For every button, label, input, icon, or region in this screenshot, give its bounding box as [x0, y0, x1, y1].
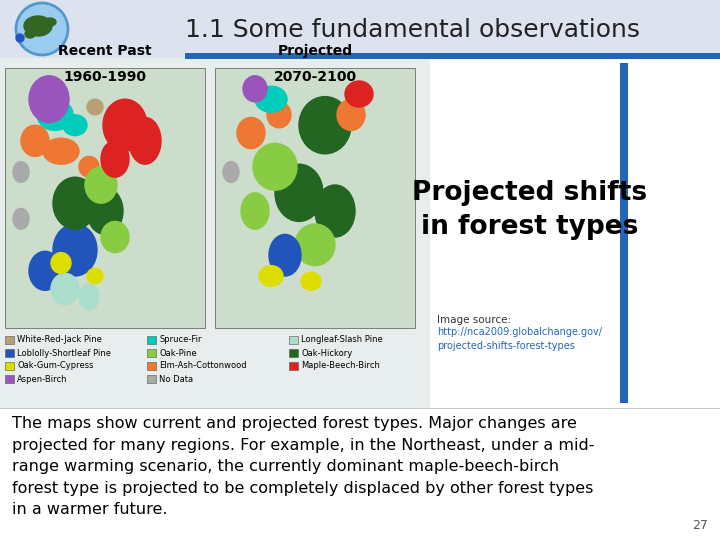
Text: No Data: No Data [159, 375, 193, 383]
Ellipse shape [103, 99, 147, 151]
Ellipse shape [13, 208, 29, 229]
Ellipse shape [43, 138, 79, 164]
Bar [0, 58, 630, 408]
Text: Image source:: Image source: [437, 315, 511, 325]
Circle shape [16, 34, 24, 42]
Bar [147, 336, 156, 344]
Ellipse shape [243, 76, 267, 102]
Ellipse shape [53, 224, 97, 276]
Text: 1.1 Some fundamental observations: 1.1 Some fundamental observations [185, 18, 640, 42]
Circle shape [16, 3, 68, 55]
Ellipse shape [301, 272, 321, 291]
Text: Oak-Pine: Oak-Pine [159, 348, 197, 357]
Bar [0, 408, 720, 409]
Bar [5, 336, 14, 344]
Text: http://nca2009.globalchange.gov/
projected-shifts-forest-types: http://nca2009.globalchange.gov/ project… [437, 327, 602, 351]
Bar [185, 53, 720, 59]
Bar [147, 362, 156, 370]
Ellipse shape [315, 185, 355, 237]
Ellipse shape [237, 117, 265, 148]
Ellipse shape [13, 161, 29, 183]
Ellipse shape [85, 167, 117, 203]
Text: The maps show current and projected forest types. Major changes are
projected fo: The maps show current and projected fore… [12, 416, 595, 517]
Bar [620, 58, 628, 408]
Ellipse shape [269, 234, 301, 276]
Text: Spruce-Fir: Spruce-Fir [159, 335, 202, 345]
Bar [5, 68, 205, 328]
Text: Aspen-Birch: Aspen-Birch [17, 375, 68, 383]
Text: Projected: Projected [277, 44, 353, 58]
Ellipse shape [53, 177, 97, 229]
Ellipse shape [223, 161, 239, 183]
Ellipse shape [87, 99, 103, 115]
Ellipse shape [29, 251, 61, 291]
Text: White-Red-Jack Pine: White-Red-Jack Pine [17, 335, 102, 345]
Bar [289, 349, 298, 357]
Text: 1960-1990: 1960-1990 [63, 70, 146, 84]
Bar [147, 349, 156, 357]
Ellipse shape [51, 273, 79, 305]
Ellipse shape [267, 102, 291, 128]
Ellipse shape [29, 76, 69, 123]
Bar [289, 336, 298, 344]
Ellipse shape [299, 97, 351, 154]
Bar [0, 0, 720, 58]
Ellipse shape [241, 193, 269, 229]
Ellipse shape [337, 99, 365, 130]
Bar [147, 375, 156, 383]
Ellipse shape [255, 86, 287, 112]
Bar [289, 362, 298, 370]
Text: Oak-Gum-Cypress: Oak-Gum-Cypress [17, 361, 94, 370]
Ellipse shape [51, 253, 71, 273]
Ellipse shape [259, 266, 283, 286]
Ellipse shape [275, 164, 323, 221]
Ellipse shape [295, 224, 335, 266]
Text: Loblolly-Shortleaf Pine: Loblolly-Shortleaf Pine [17, 348, 111, 357]
Bar [5, 349, 14, 357]
Ellipse shape [101, 221, 129, 253]
Ellipse shape [44, 18, 56, 26]
Bar [620, 63, 628, 403]
Text: Recent Past: Recent Past [58, 44, 152, 58]
Ellipse shape [79, 157, 99, 177]
Text: Elm-Ash-Cottonwood: Elm-Ash-Cottonwood [159, 361, 247, 370]
Text: Projected shifts
in forest types: Projected shifts in forest types [413, 180, 647, 240]
Ellipse shape [253, 144, 297, 190]
Text: Maple-Beech-Birch: Maple-Beech-Birch [301, 361, 380, 370]
Ellipse shape [37, 99, 73, 130]
Text: Oak-Hickory: Oak-Hickory [301, 348, 352, 357]
Ellipse shape [87, 187, 123, 234]
Ellipse shape [129, 117, 161, 164]
Ellipse shape [87, 268, 103, 284]
Text: Longleaf-Slash Pine: Longleaf-Slash Pine [301, 335, 383, 345]
Ellipse shape [21, 125, 49, 157]
Ellipse shape [24, 16, 52, 36]
Ellipse shape [63, 115, 87, 136]
Bar [5, 362, 14, 370]
Ellipse shape [25, 30, 35, 38]
Bar [5, 375, 14, 383]
Ellipse shape [79, 284, 99, 310]
Text: 27: 27 [692, 519, 708, 532]
Bar [430, 58, 720, 408]
Text: 2070-2100: 2070-2100 [274, 70, 356, 84]
Ellipse shape [345, 81, 373, 107]
Ellipse shape [101, 141, 129, 177]
Bar [215, 68, 415, 328]
